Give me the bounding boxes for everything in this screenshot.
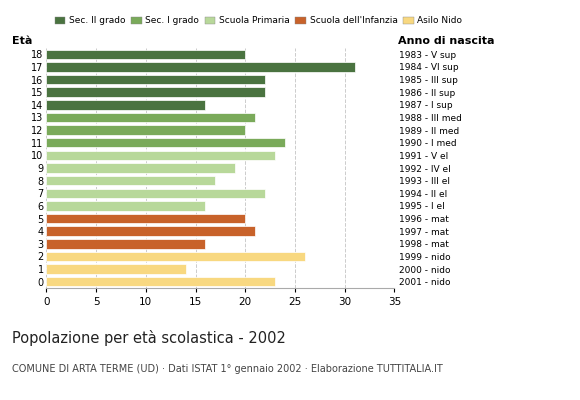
Bar bbox=[46, 277, 275, 286]
Bar bbox=[46, 62, 354, 72]
Bar bbox=[46, 138, 285, 148]
Bar bbox=[46, 100, 205, 110]
Bar bbox=[46, 214, 245, 223]
Bar bbox=[46, 75, 265, 84]
Bar bbox=[46, 50, 245, 59]
Legend: Sec. II grado, Sec. I grado, Scuola Primaria, Scuola dell'Infanzia, Asilo Nido: Sec. II grado, Sec. I grado, Scuola Prim… bbox=[51, 13, 466, 29]
Bar bbox=[46, 226, 255, 236]
Text: Anno di nascita: Anno di nascita bbox=[398, 36, 494, 46]
Bar bbox=[46, 113, 255, 122]
Text: Popolazione per età scolastica - 2002: Popolazione per età scolastica - 2002 bbox=[12, 330, 285, 346]
Bar bbox=[46, 151, 275, 160]
Bar bbox=[46, 163, 235, 173]
Text: Età: Età bbox=[12, 36, 32, 46]
Bar bbox=[46, 252, 305, 261]
Text: COMUNE DI ARTA TERME (UD) · Dati ISTAT 1° gennaio 2002 · Elaborazione TUTTITALIA: COMUNE DI ARTA TERME (UD) · Dati ISTAT 1… bbox=[12, 364, 443, 374]
Bar bbox=[46, 264, 186, 274]
Bar bbox=[46, 201, 205, 211]
Bar bbox=[46, 88, 265, 97]
Bar bbox=[46, 188, 265, 198]
Bar bbox=[46, 176, 215, 185]
Bar bbox=[46, 239, 205, 248]
Bar bbox=[46, 125, 245, 135]
